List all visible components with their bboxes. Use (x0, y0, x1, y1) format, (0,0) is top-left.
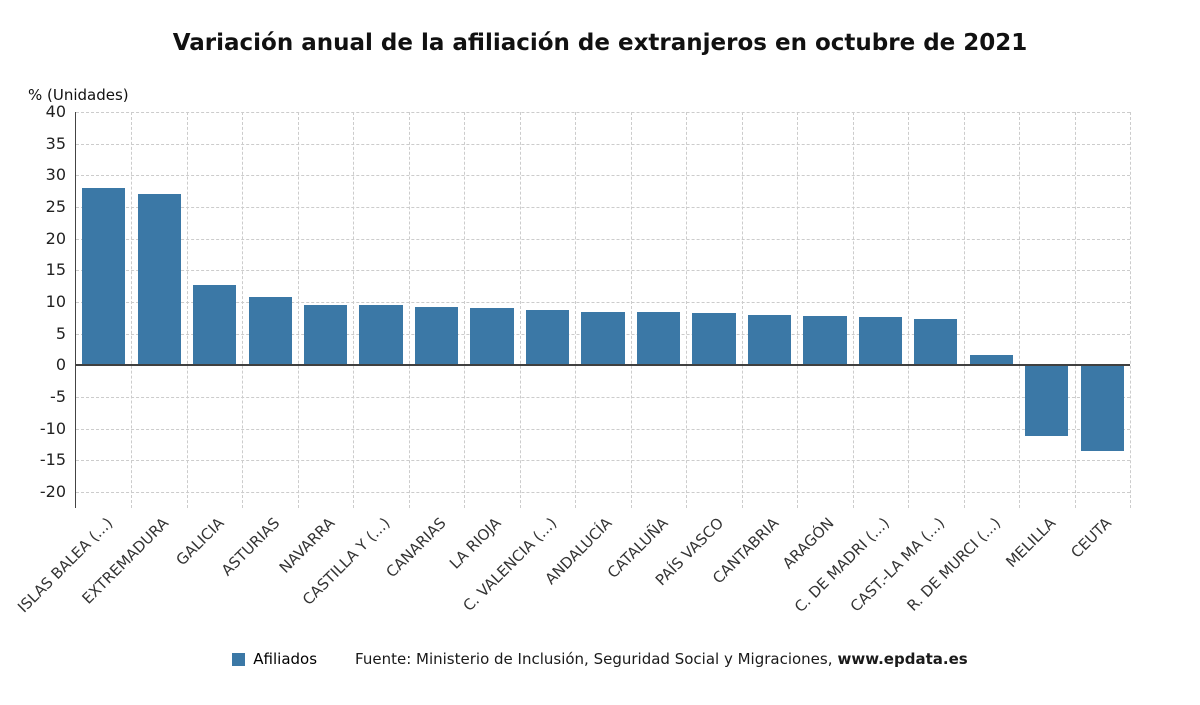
grid-line-vertical (1019, 112, 1021, 508)
x-axis-category-label: R. DE MURCI (...) (903, 514, 1005, 615)
y-axis-tick-label: -5 (50, 387, 66, 407)
y-axis-tick-label: 20 (45, 228, 66, 248)
grid-line-vertical (297, 112, 299, 508)
grid-line-vertical (908, 112, 910, 508)
y-axis-tick-label: 10 (45, 292, 66, 312)
zero-axis-line (76, 364, 1130, 367)
grid-line-horizontal (76, 112, 1130, 113)
grid-line-vertical (131, 112, 133, 508)
y-axis-tick-label: 5 (55, 323, 66, 343)
plot-area: ISLAS BALEA (...) EXTREMADURA GALICIA ASTUR… (14, 102, 1131, 616)
grid-line-vertical (852, 112, 854, 508)
legend-swatch (232, 652, 246, 666)
grid-line-vertical (353, 112, 355, 508)
legend-label: Afiliados (253, 650, 318, 668)
x-axis-category-label: C. VALENCIA (...) (459, 514, 561, 615)
y-axis-tick-label: 35 (45, 133, 66, 153)
y-axis-tick-label: 40 (45, 102, 66, 121)
source-text: Fuente: Ministerio de Inclusión, Segurid… (355, 650, 968, 668)
grid-line-vertical (186, 112, 188, 508)
y-axis-tick-label: 0 (55, 355, 66, 375)
grid-line-vertical (519, 112, 521, 508)
legend-item-afiliados: Afiliados (232, 650, 317, 668)
grid-line-horizontal (76, 238, 1130, 240)
x-axis-category-label: CEUTA (1067, 514, 1115, 562)
bar-canarias (414, 307, 459, 366)
y-axis-tick-label: 30 (45, 165, 66, 185)
grid-line-vertical (1074, 112, 1076, 508)
bar-extremadura (137, 194, 181, 366)
y-axis-tick-label: -20 (39, 482, 66, 502)
bar-c-de-madri (858, 316, 902, 366)
grid-line-horizontal (76, 397, 1130, 399)
grid-line-vertical (797, 112, 799, 508)
bar-la-rioja (470, 308, 514, 366)
x-axis-category-label: ISLAS BALEA (...) (14, 514, 117, 617)
x-axis-category-label: MELILLA (1002, 514, 1060, 571)
grid-line-horizontal (76, 492, 1130, 494)
chart-footer: Afiliados Fuente: Ministerio de Inclusió… (0, 650, 1200, 668)
grid-line-vertical (963, 112, 965, 508)
grid-line-horizontal (76, 428, 1130, 430)
grid-line-horizontal (76, 460, 1130, 462)
grid-line-vertical (630, 112, 632, 508)
grid-line-vertical (1130, 112, 1131, 508)
grid-line-horizontal (76, 302, 1130, 304)
bar-r-de-murci (969, 354, 1013, 366)
grid-line-vertical (408, 112, 410, 508)
bar-cantabria (747, 315, 792, 366)
source-prefix: Fuente: Ministerio de Inclusión, Segurid… (355, 650, 833, 668)
x-axis-category-label: CANARIAS (382, 514, 450, 582)
bar-catalu-a (636, 311, 681, 366)
bar-asturias (248, 297, 292, 366)
x-axis-category-label: GALICIA (172, 514, 228, 570)
bar-melilla (1025, 365, 1069, 437)
bar-cast-la-ma (914, 318, 958, 366)
bar-ceuta (1080, 365, 1124, 451)
y-axis-tick-label: 25 (45, 197, 66, 217)
chart-title: Variación anual de la afiliación de extr… (172, 30, 1028, 56)
y-axis-tick-label: -10 (39, 418, 66, 438)
x-axis-category-label: CAST.-LA MA (...) (847, 514, 949, 616)
bar-andaluc-a (581, 311, 625, 366)
x-axis-category-label: ASTURIAS (217, 514, 283, 580)
grid-line-horizontal (76, 270, 1130, 272)
bar-islas-balea (82, 188, 126, 366)
bar-navarra (303, 304, 348, 366)
bar-arag-n (803, 316, 847, 366)
grid-line-vertical (741, 112, 743, 508)
x-axis-category-label: C. DE MADRI (...) (791, 514, 894, 616)
y-axis-tick-label: -15 (39, 450, 66, 470)
bar-castilla-y (359, 305, 403, 366)
y-axis-title: % (Unidades) (28, 86, 129, 104)
grid-line-horizontal (76, 143, 1130, 145)
bar-c-valencia (525, 310, 570, 366)
grid-line-horizontal (76, 175, 1130, 177)
grid-line-vertical (242, 112, 244, 508)
grid-line-vertical (575, 112, 577, 508)
grid-line-vertical (686, 112, 688, 508)
x-axis-labels: ISLAS BALEA (...) EXTREMADURA GALICIA ASTUR… (14, 514, 1130, 669)
bar-pa-s-vasco (692, 313, 736, 366)
grid-line-horizontal (76, 207, 1130, 209)
bar-galicia (193, 284, 237, 366)
source-link[interactable]: www.epdata.es (837, 650, 968, 668)
y-axis-tick-label: 15 (45, 260, 66, 280)
grid-line-vertical (464, 112, 466, 508)
